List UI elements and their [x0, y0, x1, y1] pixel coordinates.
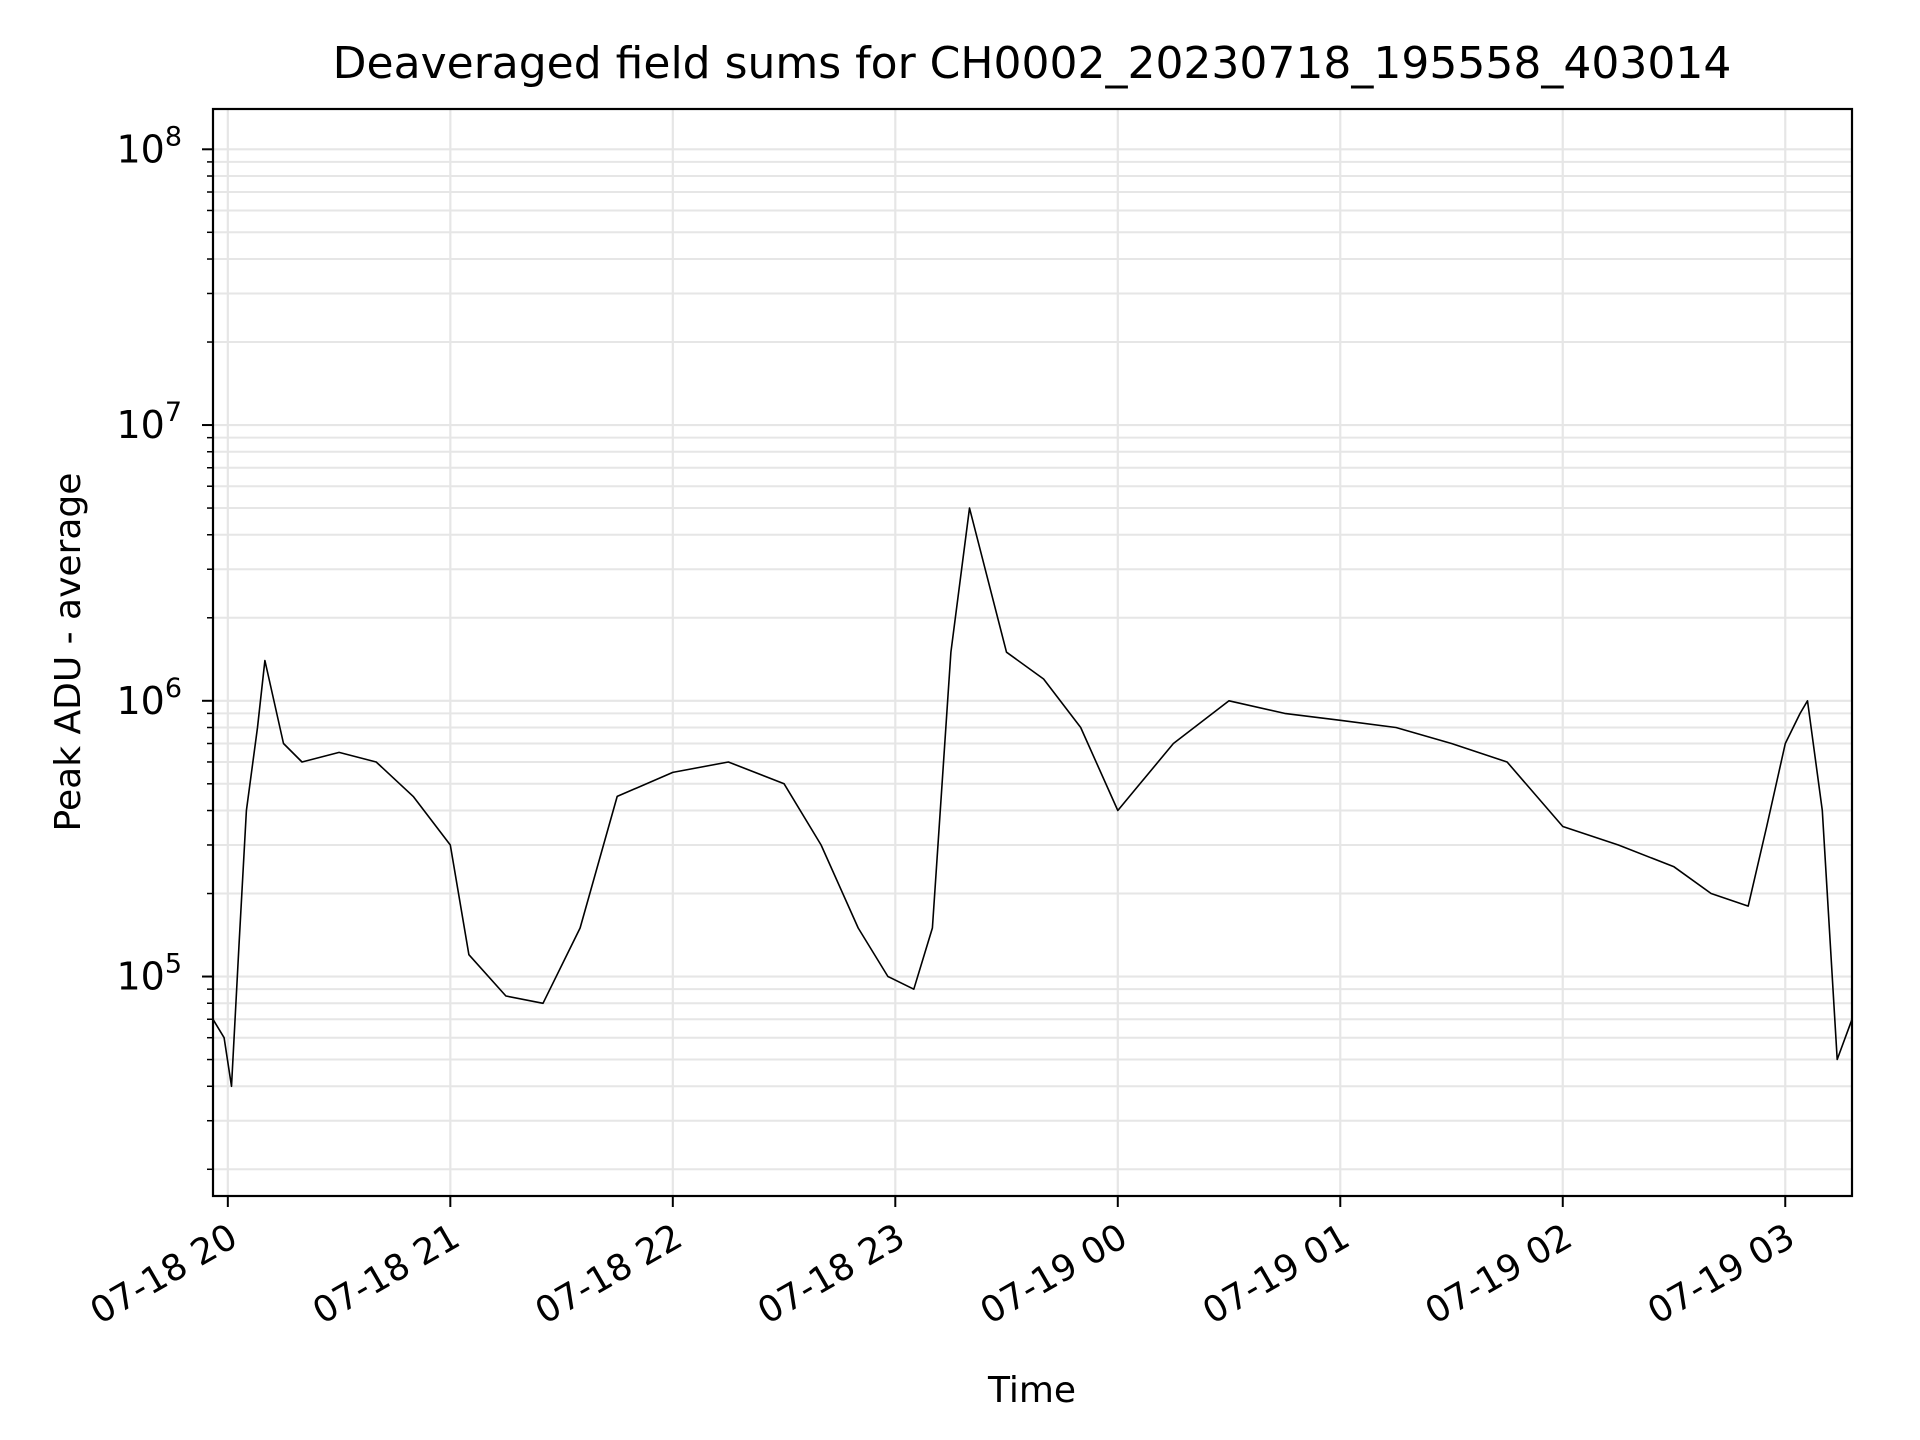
x-axis-label: Time: [987, 1370, 1076, 1411]
y-tick-label: 106: [116, 673, 182, 723]
series-line: [212, 507, 1853, 1088]
grid: [213, 109, 1852, 1196]
y-tick-label: 105: [116, 949, 182, 999]
series-layer: [212, 507, 1853, 1088]
y-tick-label: 108: [116, 121, 182, 171]
chart-title: Deaveraged field sums for CH0002_2023071…: [333, 38, 1732, 89]
y-axis-label: Peak ADU - average: [48, 473, 89, 832]
y-tick-label: 107: [116, 397, 182, 447]
plot-frame: [211, 107, 1854, 1198]
